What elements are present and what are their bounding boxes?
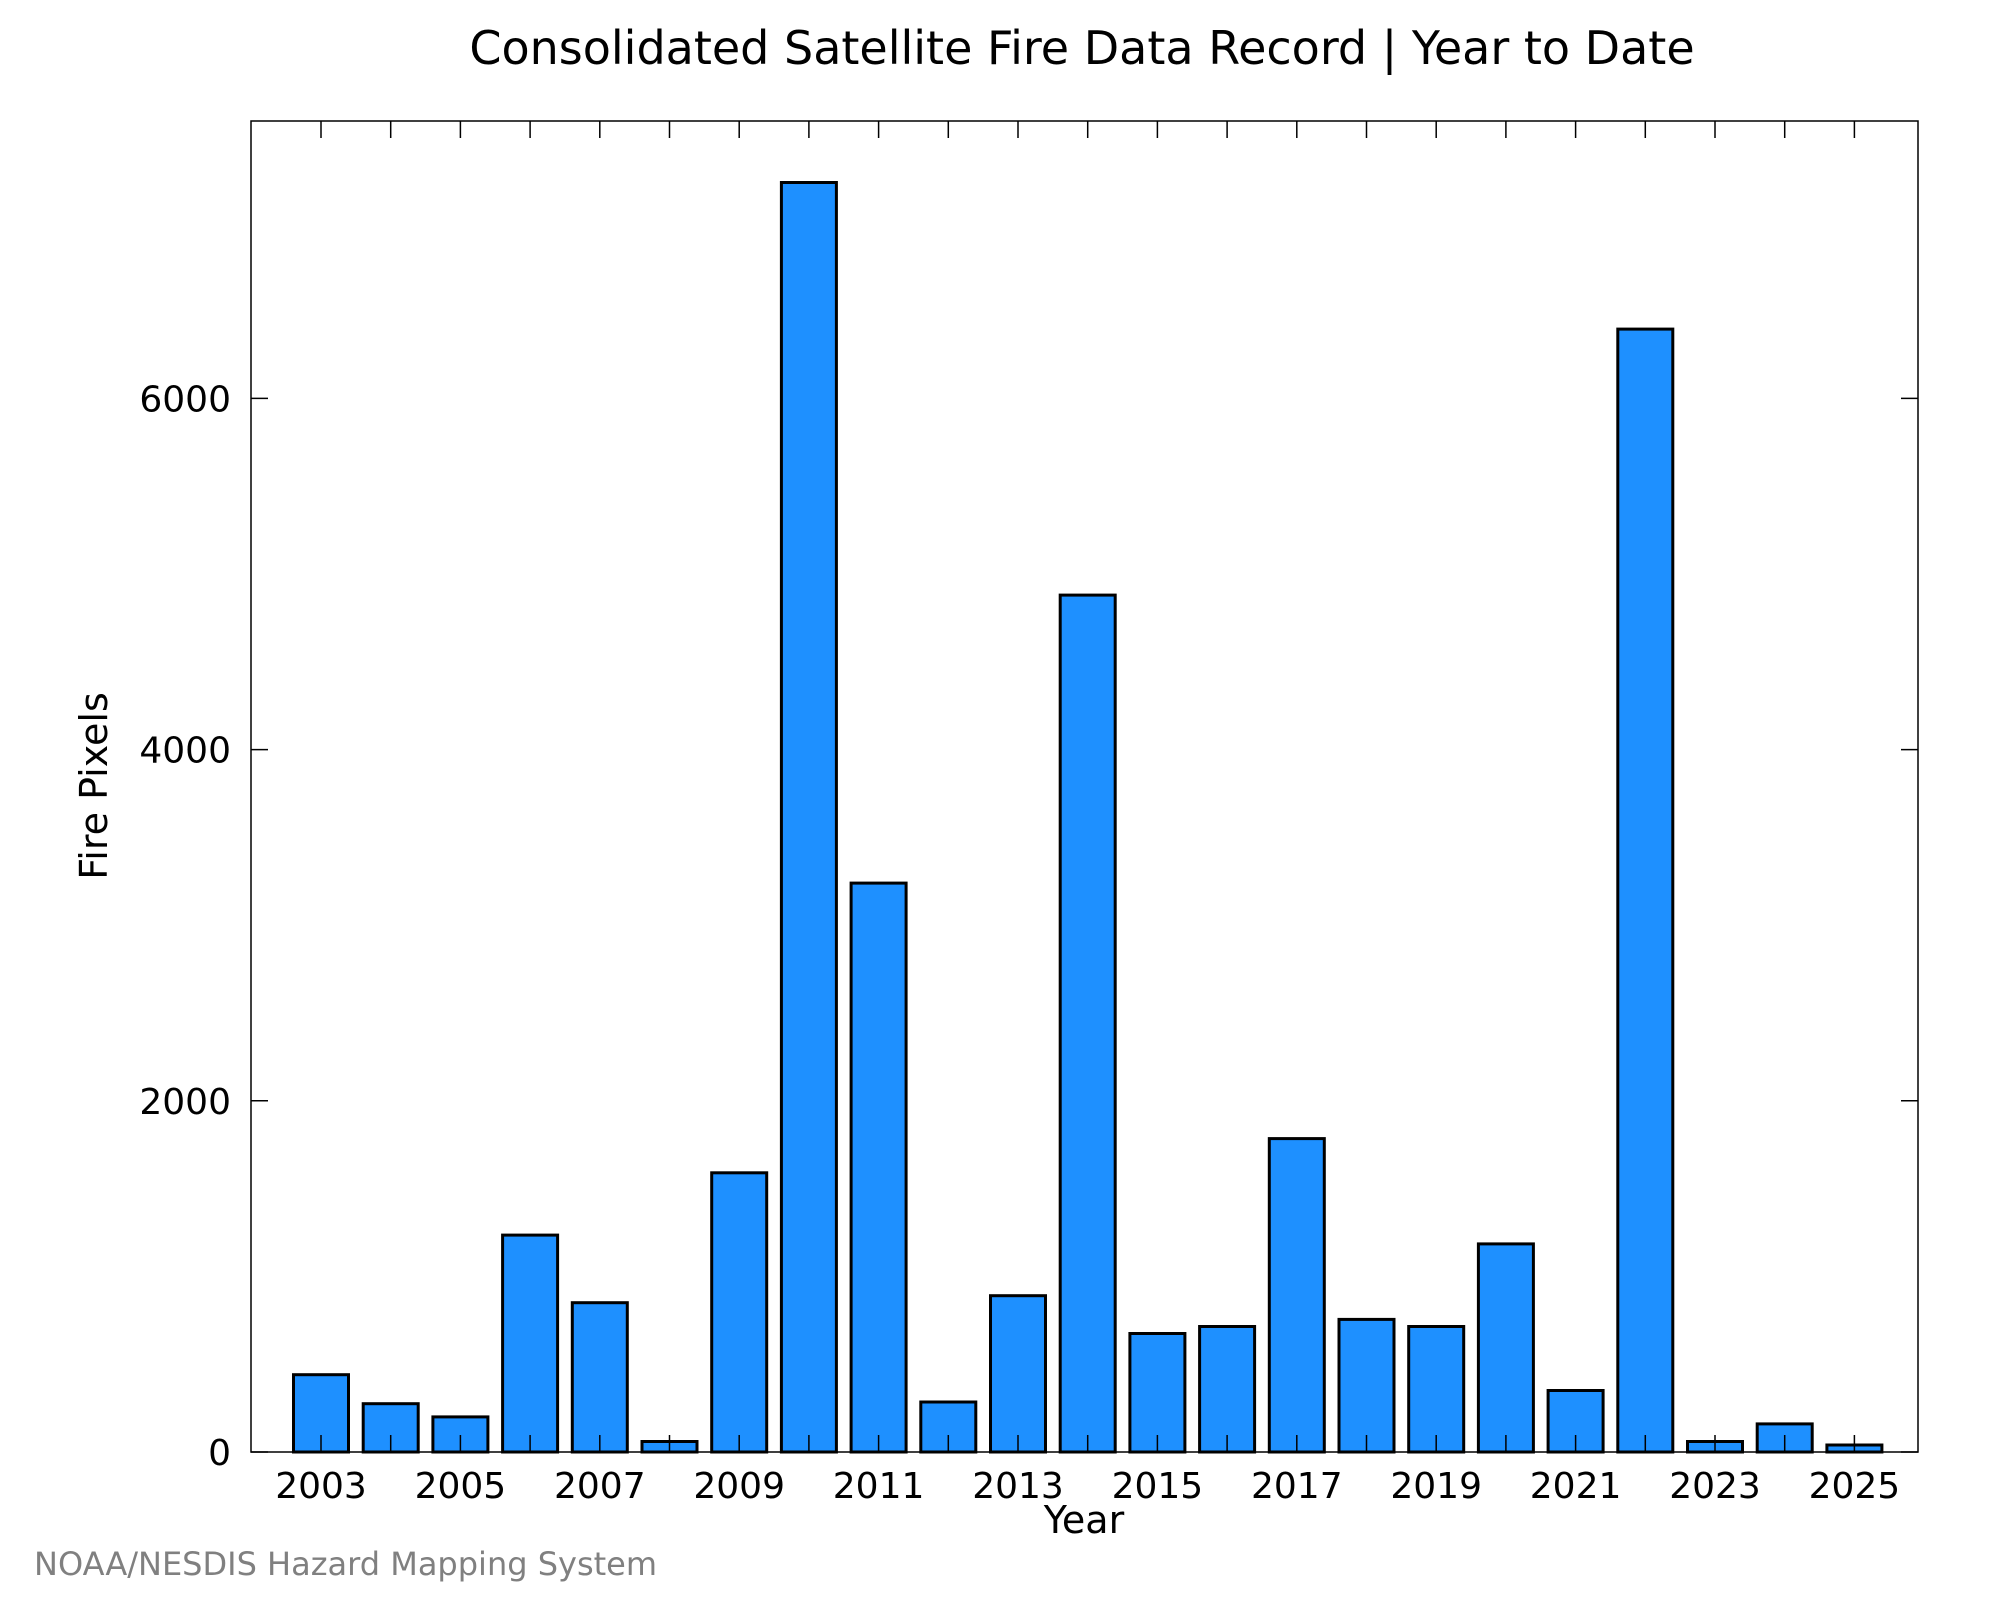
bar-2020 — [1476, 1242, 1535, 1454]
x-tick-label: 2025 — [1809, 1466, 1901, 1507]
x-tick-label: 2009 — [693, 1466, 785, 1507]
y-axis: 0 2000 4000 6000 — [139, 379, 1918, 1474]
x-axis-label: Year — [1043, 1498, 1125, 1542]
x-tick-label: 2021 — [1530, 1466, 1622, 1507]
bar-2007 — [570, 1301, 629, 1454]
x-tick-label: 2019 — [1390, 1466, 1482, 1507]
x-tick-label: 2017 — [1251, 1466, 1343, 1507]
y-axis-label: Fire Pixels — [72, 692, 116, 880]
bar-2010 — [779, 181, 838, 1454]
x-tick-label: 2005 — [415, 1466, 507, 1507]
bar-2017 — [1267, 1137, 1326, 1454]
y-tick-label: 4000 — [139, 731, 231, 772]
y-tick-label: 6000 — [139, 379, 231, 420]
bar-2013 — [989, 1294, 1047, 1454]
bar-2011 — [849, 881, 908, 1454]
x-tick-label: 2015 — [1112, 1466, 1204, 1507]
bar-2006 — [501, 1233, 560, 1454]
x-tick-label: 2023 — [1669, 1466, 1761, 1507]
bar-2018 — [1337, 1317, 1396, 1454]
x-tick-label: 2013 — [972, 1466, 1064, 1507]
bars-layer — [292, 181, 1884, 1454]
footer-credit: NOAA/NESDIS Hazard Mapping System — [34, 1545, 657, 1583]
x-axis: 2003 2005 2007 2009 2011 2013 2015 2017 2019 2021… — [275, 121, 1900, 1507]
y-tick-label: 2000 — [139, 1082, 231, 1123]
x-tick-label: 2007 — [554, 1466, 646, 1507]
bar-2019 — [1407, 1325, 1466, 1454]
x-tick-label: 2011 — [833, 1466, 925, 1507]
bar-2022 — [1616, 327, 1675, 1454]
chart-title: Consolidated Satellite Fire Data Record … — [469, 21, 1694, 76]
x-tick-label: 2003 — [275, 1466, 367, 1507]
y-tick-label: 0 — [208, 1433, 231, 1474]
bar-2016 — [1198, 1325, 1257, 1454]
bar-2009 — [710, 1171, 769, 1454]
bar-2014 — [1058, 593, 1117, 1454]
bar-2015 — [1128, 1332, 1187, 1454]
